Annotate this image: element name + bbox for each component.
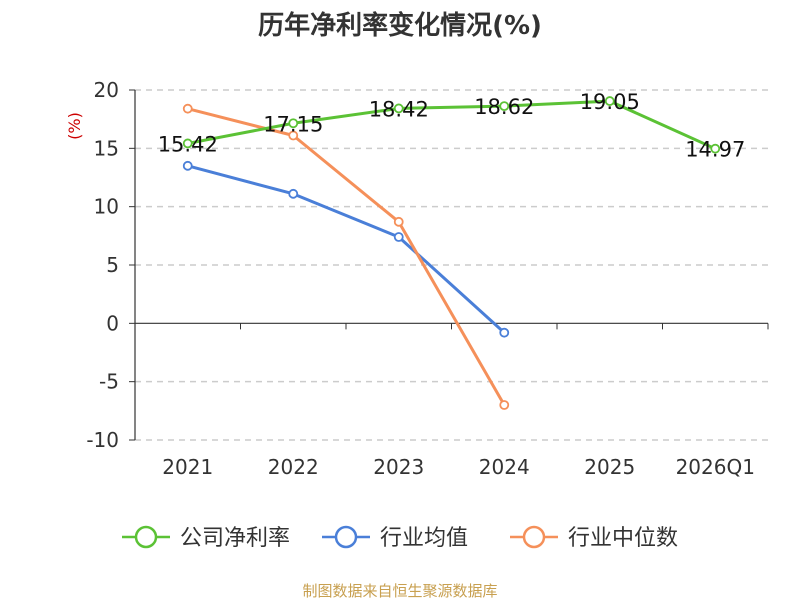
x-tick-label: 2024	[479, 455, 530, 479]
series-line-2	[187, 107, 506, 406]
data-labels: 15.42 17.15 18.42 18.62 19.05 14.97	[158, 90, 746, 162]
series-line-0	[187, 99, 716, 151]
data-point	[499, 400, 510, 410]
y-tick-label: 20	[94, 78, 119, 102]
axes	[129, 89, 769, 441]
x-tick-label: 2025	[584, 455, 635, 479]
data-point	[288, 130, 299, 141]
y-tick-label: -5	[99, 370, 119, 394]
series-layer	[182, 96, 721, 410]
x-tick-label: 2026Q1	[676, 455, 755, 479]
legend-label: 行业中位数	[568, 526, 678, 551]
data-point	[710, 143, 721, 154]
data-point	[288, 118, 299, 129]
legend-swatch-marker	[522, 525, 546, 549]
grid-lines	[135, 89, 768, 441]
data-label: 17.15	[263, 112, 323, 136]
source-note: 制图数据来自恒生聚源数据库	[302, 582, 497, 600]
legend: 公司净利率 行业均值 行业中位数	[122, 525, 678, 551]
legend-swatch-marker	[334, 525, 358, 549]
series-line-1	[187, 164, 506, 334]
x-tick-label: 2021	[162, 455, 213, 479]
data-label: 14.97	[685, 138, 745, 162]
y-tick-label: 0	[106, 311, 119, 335]
data-point	[393, 216, 404, 227]
data-point	[393, 232, 404, 242]
data-label: 19.05	[580, 90, 640, 114]
x-axis-ticks: 2021 2022 2023 2024 2025 2026Q1	[162, 455, 755, 479]
y-tick-label: 5	[106, 253, 119, 277]
x-tick-label: 2022	[268, 455, 319, 479]
data-point	[604, 96, 615, 106]
chart-title: 历年净利率变化情况(%)	[258, 10, 542, 41]
legend-swatch-marker	[134, 525, 158, 549]
data-label: 18.42	[369, 97, 429, 121]
y-tick-label: -10	[86, 428, 119, 452]
data-point	[288, 188, 299, 199]
y-tick-label: 15	[94, 136, 119, 160]
legend-label: 行业均值	[380, 526, 468, 551]
data-label: 15.42	[158, 132, 218, 156]
data-point	[393, 103, 404, 114]
x-tick-label: 2023	[373, 455, 424, 479]
y-tick-label: 10	[94, 195, 119, 219]
y-axis-ticks: 20 15 10 5 0 -5 -10	[86, 78, 119, 452]
data-point	[499, 101, 510, 111]
y-unit-label: (%)	[65, 112, 84, 140]
data-label: 18.62	[474, 95, 534, 119]
legend-label: 公司净利率	[180, 526, 290, 551]
data-point	[182, 138, 193, 149]
data-point	[499, 327, 510, 338]
data-point	[182, 160, 193, 171]
data-point	[182, 103, 193, 114]
